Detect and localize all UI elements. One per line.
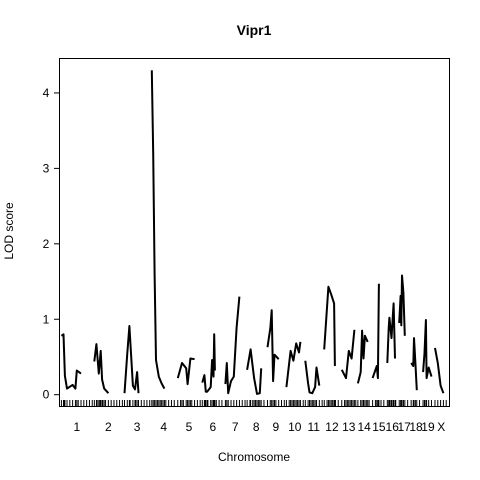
y-tick-label: 3 bbox=[43, 161, 50, 175]
lod-curve-chr-7 bbox=[224, 296, 241, 395]
x-tick-label: 14 bbox=[358, 420, 372, 434]
x-tick-label: 3 bbox=[134, 420, 141, 434]
x-tick-label: 12 bbox=[325, 420, 339, 434]
lod-curve-chr-1 bbox=[60, 333, 82, 390]
x-tick-label: 9 bbox=[273, 420, 280, 434]
y-axis: 0 1 2 3 4 bbox=[43, 86, 60, 402]
y-tick-label: 2 bbox=[43, 237, 50, 251]
y-tick-label: 1 bbox=[43, 312, 50, 326]
lod-curve-chr-8 bbox=[246, 348, 263, 395]
x-tick-label: 5 bbox=[186, 420, 193, 434]
x-tick-label: 13 bbox=[342, 420, 356, 434]
x-tick-label: 7 bbox=[232, 420, 239, 434]
lod-curve-chr-14 bbox=[356, 329, 369, 384]
x-tick-label: 17 bbox=[397, 420, 411, 434]
lod-curve-chr-13 bbox=[340, 329, 356, 380]
x-tick-label: 1 bbox=[73, 420, 80, 434]
lod-curve-chr-12 bbox=[323, 285, 336, 367]
x-tick-label: 8 bbox=[253, 420, 260, 434]
lod-curve-chr-2 bbox=[93, 343, 110, 394]
x-tick-label: 15 bbox=[372, 420, 386, 434]
y-tick-label: 0 bbox=[43, 388, 50, 402]
y-tick-label: 4 bbox=[43, 86, 50, 100]
x-tick-label: 10 bbox=[288, 420, 302, 434]
x-tick-label: 4 bbox=[160, 420, 167, 434]
lod-curve-chr-5 bbox=[176, 357, 195, 386]
lod-curve-chr-19 bbox=[422, 319, 433, 380]
lod-curve-chr-9 bbox=[266, 309, 280, 383]
lod-curve-chr-X bbox=[434, 347, 445, 394]
x-axis-label: Chromosome bbox=[218, 450, 290, 464]
x-tick-label: 19 bbox=[421, 420, 435, 434]
lod-curve-chr-11 bbox=[304, 360, 321, 395]
x-tick-label: 18 bbox=[409, 420, 423, 434]
lod-curve-chr-18 bbox=[410, 337, 418, 391]
lod-curve-chr-3 bbox=[123, 325, 140, 394]
x-tick-label: 6 bbox=[209, 420, 216, 434]
lod-curve-chr-17 bbox=[398, 274, 406, 336]
lod-curve-chr-15 bbox=[371, 283, 380, 380]
plot-frame bbox=[59, 58, 450, 407]
chart-title: Vipr1 bbox=[237, 22, 272, 38]
x-tick-label: 2 bbox=[105, 420, 112, 434]
lod-curve-chr-6 bbox=[201, 333, 216, 393]
marker-rug bbox=[60, 400, 447, 406]
lod-curves bbox=[60, 70, 445, 395]
lod-curve-chr-4 bbox=[150, 70, 166, 390]
x-tick-label: 16 bbox=[386, 420, 400, 434]
lod-curve-chr-10 bbox=[285, 341, 302, 388]
y-axis-label: LOD score bbox=[2, 202, 16, 260]
lod-curve-chr-16 bbox=[386, 302, 396, 364]
x-tick-label: X bbox=[437, 420, 445, 434]
x-tick-label: 11 bbox=[307, 420, 320, 434]
